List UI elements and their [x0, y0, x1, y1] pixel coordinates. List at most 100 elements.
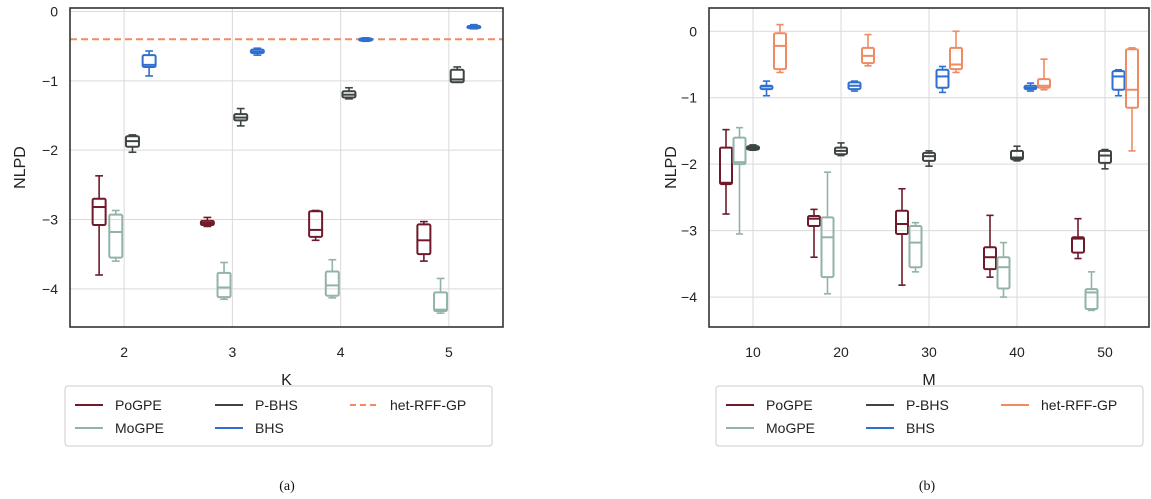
box-iqr — [1125, 48, 1139, 109]
x-tick-label: 20 — [833, 344, 849, 360]
box-mogpe — [433, 277, 449, 314]
chart-panel-b: 0 −1 −2 −3 −4 10 20 30 40 50 M NLPD PoGPE P-BHS het-RF… — [663, 7, 1150, 494]
y-axis-label: NLPD — [12, 146, 29, 189]
box-iqr — [449, 68, 465, 84]
box-mogpe — [1084, 271, 1099, 312]
legend-label: MoGPE — [766, 420, 815, 436]
x-tick-label: 4 — [337, 344, 345, 360]
x-tick-label: 40 — [1009, 344, 1025, 360]
y-tick-label: −3 — [681, 223, 697, 239]
chart-panel-a: 0 −1 −2 −3 −4 2 3 4 5 K NLPD PoGPE P-BHS het-RFF-GP Mo… — [12, 3, 504, 494]
y-axis-label: NLPD — [663, 146, 680, 189]
legend-label: P-BHS — [906, 397, 949, 413]
legend-frame — [715, 385, 1144, 447]
box-bhs — [249, 47, 265, 56]
legend-label: P-BHS — [255, 397, 298, 413]
box-iqr — [935, 68, 950, 89]
box-pogpe — [199, 216, 215, 228]
box-bhs — [141, 50, 157, 77]
x-tick-label: 30 — [921, 344, 937, 360]
box-iqr — [141, 54, 157, 68]
box-iqr — [308, 210, 324, 238]
legend: PoGPE P-BHS het-RFF-GP MoGPE BHS — [64, 385, 493, 447]
box-pogpe — [1071, 217, 1085, 260]
box-p-bhs — [746, 144, 760, 152]
box-bhs — [1023, 82, 1038, 92]
box-bhs — [466, 23, 482, 30]
box-pogpe — [719, 128, 733, 215]
box-iqr — [996, 256, 1011, 290]
box-het-rff-gp — [949, 30, 963, 74]
box-bhs — [759, 80, 774, 97]
box-iqr — [1037, 78, 1051, 89]
box-iqr — [108, 213, 124, 259]
box-p-bhs — [124, 134, 140, 154]
plot-frame — [69, 7, 504, 328]
box-het-rff-gp — [861, 33, 875, 67]
box-p-bhs — [233, 107, 249, 127]
box-p-bhs — [449, 66, 465, 84]
box-bhs — [847, 80, 862, 92]
x-tick-label: 10 — [745, 344, 761, 360]
box-pogpe — [91, 175, 107, 276]
box-bhs — [935, 65, 950, 94]
box-p-bhs — [834, 142, 848, 157]
box-het-rff-gp — [1037, 58, 1051, 91]
box-iqr — [91, 197, 107, 227]
box-bhs — [1111, 69, 1126, 97]
legend: PoGPE P-BHS het-RFF-GP MoGPE BHS — [715, 385, 1144, 447]
y-tick-label: −2 — [681, 156, 697, 172]
box-iqr — [773, 32, 787, 71]
box-p-bhs — [1010, 145, 1024, 162]
box-iqr — [433, 291, 449, 313]
y-tick-label: 0 — [689, 23, 697, 39]
box-pogpe — [983, 214, 997, 278]
x-tick-label: 5 — [445, 344, 453, 360]
box-p-bhs — [341, 86, 357, 100]
box-mogpe — [324, 258, 340, 299]
legend-label: BHS — [906, 420, 935, 436]
y-tick-label: 0 — [50, 3, 58, 19]
y-tick-label: −2 — [42, 142, 58, 158]
box-pogpe — [807, 208, 821, 259]
box-mogpe — [732, 126, 747, 235]
x-axis-label: K — [281, 372, 292, 389]
plot-frame — [708, 7, 1150, 328]
box-pogpe — [416, 220, 432, 262]
box-iqr — [732, 136, 747, 166]
box-iqr — [1084, 288, 1099, 311]
box-iqr — [949, 46, 963, 71]
box-p-bhs — [1098, 148, 1112, 170]
legend-label: het-RFF-GP — [1041, 397, 1117, 413]
legend-label: BHS — [255, 420, 284, 436]
box-mogpe — [216, 261, 232, 301]
legend-label: PoGPE — [115, 397, 162, 413]
y-tick-label: −3 — [42, 212, 58, 228]
box-iqr — [908, 224, 923, 269]
box-pogpe — [895, 187, 909, 286]
legend-frame — [64, 385, 493, 447]
box-pogpe — [308, 209, 324, 242]
y-tick-label: −1 — [681, 90, 697, 106]
box-mogpe — [996, 241, 1011, 298]
box-iqr — [1098, 149, 1112, 164]
box-bhs — [358, 37, 374, 43]
x-axis-label: M — [922, 372, 935, 389]
legend-label: MoGPE — [115, 420, 164, 436]
box-iqr — [895, 209, 909, 235]
legend-label: PoGPE — [766, 397, 813, 413]
box-mogpe — [908, 221, 923, 273]
legend-label: het-RFF-GP — [390, 397, 466, 413]
box-iqr — [1071, 236, 1085, 254]
x-tick-label: 2 — [120, 344, 128, 360]
x-tick-label: 3 — [228, 344, 236, 360]
box-iqr — [1111, 70, 1126, 91]
box-iqr — [719, 146, 733, 186]
box-iqr — [820, 216, 835, 279]
box-p-bhs — [922, 150, 936, 167]
y-tick-label: −1 — [42, 73, 58, 89]
box-iqr — [416, 223, 432, 256]
box-het-rff-gp — [1125, 47, 1139, 152]
box-iqr — [1010, 149, 1024, 161]
